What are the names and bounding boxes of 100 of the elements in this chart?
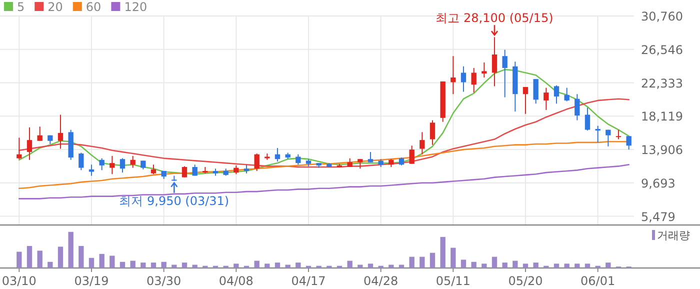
candlestick: [150, 164, 156, 175]
candlestick: [110, 155, 115, 175]
bar: [26, 246, 32, 268]
bar: [460, 260, 466, 268]
x-tick-label: 03/30: [146, 274, 182, 288]
candlestick: [460, 66, 466, 92]
bar: [172, 264, 177, 268]
bar: [37, 250, 42, 268]
bar: [110, 256, 115, 268]
legend-label: 20: [48, 0, 63, 14]
annotation: 최고 28,100 (05/15): [436, 11, 554, 26]
candlestick: [502, 49, 508, 98]
bar: [234, 264, 239, 268]
candlestick: [482, 62, 487, 78]
bar: [522, 264, 528, 268]
candlestick: [616, 129, 622, 140]
bar: [409, 256, 414, 268]
bar: [150, 262, 156, 268]
bar: [450, 248, 456, 268]
candlestick: [574, 94, 580, 121]
bar: [564, 264, 570, 268]
legend-label: 120: [124, 0, 148, 14]
bar: [78, 246, 84, 268]
bar: [99, 254, 104, 268]
candlestick: [626, 136, 632, 150]
bar: [130, 260, 136, 268]
bar: [388, 264, 394, 268]
bar: [430, 252, 436, 268]
bar: [440, 236, 446, 268]
x-tick-label: 06/01: [580, 274, 616, 288]
bar: [492, 256, 498, 268]
candlestick: [274, 147, 280, 162]
legend-label: 60: [86, 0, 102, 14]
bar: [554, 264, 560, 268]
candlestick: [296, 154, 301, 166]
candlestick: [26, 126, 32, 160]
candlestick: [88, 164, 94, 176]
bar: [368, 264, 374, 268]
x-tick-label: 03/10: [2, 274, 36, 288]
bar: [358, 264, 363, 268]
candlestick: [78, 152, 84, 171]
bar: [254, 260, 260, 268]
candlestick: [533, 78, 538, 104]
bar: [574, 264, 580, 268]
candlestick: [254, 153, 260, 172]
candlestick: [130, 155, 136, 168]
candlestick: [99, 158, 104, 171]
bar: [120, 262, 126, 268]
candlestick: [492, 36, 498, 87]
candlestick: [554, 84, 560, 104]
bar: [502, 262, 508, 268]
candlestick: [595, 125, 600, 143]
bar: [471, 262, 476, 268]
bar: [192, 264, 198, 268]
bar: [16, 252, 22, 268]
y-tick-label: 5,479: [641, 210, 676, 224]
bar: [482, 264, 487, 268]
bar: [347, 260, 352, 268]
bar: [512, 260, 518, 268]
line-series: [18, 98, 630, 168]
bar: [264, 264, 270, 268]
candlestick: [37, 126, 42, 142]
candlestick: [58, 114, 64, 150]
bar: [88, 258, 94, 268]
bar: [285, 264, 290, 268]
bar: [584, 264, 590, 268]
bar: [533, 262, 538, 268]
bar: [606, 262, 611, 268]
candlestick: [522, 86, 528, 114]
x-tick-label: 04/28: [364, 274, 398, 288]
candlestick: [430, 120, 436, 146]
annotation: 최저 9,950 (03/31): [119, 194, 230, 208]
bar: [161, 262, 166, 268]
y-tick-label: 30,760: [641, 10, 683, 24]
bar: [68, 232, 74, 268]
candlestick: [182, 166, 188, 178]
candlestick: [16, 137, 22, 160]
x-tick-label: 05/11: [436, 274, 470, 288]
candlestick: [120, 158, 126, 174]
candlestick: [584, 107, 590, 132]
candlestick: [420, 132, 425, 155]
bar: [274, 262, 280, 268]
y-tick-label: 13,906: [641, 143, 683, 158]
bar: [140, 262, 146, 268]
y-tick-label: 9,693: [641, 176, 676, 190]
bar: [48, 262, 53, 268]
candlestick: [450, 56, 456, 95]
x-tick-label: 04/17: [291, 274, 326, 288]
y-tick-label: 26,546: [641, 42, 683, 57]
y-tick-label: 22,333: [641, 76, 683, 90]
y-tick-label: 18,119: [641, 110, 683, 124]
candlestick: [564, 87, 570, 102]
x-tick-label: 05/20: [508, 274, 543, 288]
candlestick: [544, 87, 549, 110]
candlestick: [358, 158, 363, 170]
legend-label: 5: [17, 0, 25, 14]
candlestick: [606, 129, 611, 147]
bar: [420, 256, 425, 268]
candlestick: [471, 67, 476, 94]
bar: [296, 262, 301, 268]
